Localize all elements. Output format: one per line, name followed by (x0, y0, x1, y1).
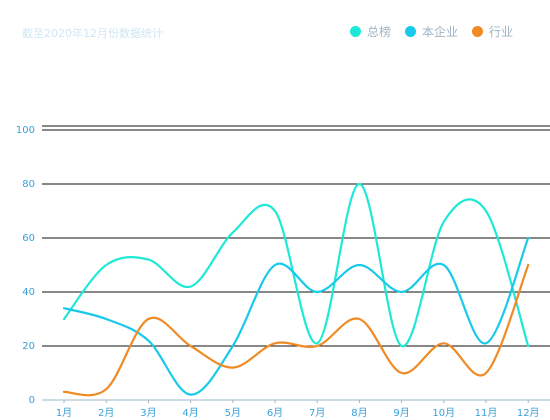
series-point[interactable] (272, 208, 278, 214)
series-line-1 (62, 236, 530, 396)
legend-dot-total-icon (350, 26, 361, 37)
chart-legend: 总榜 本企业 行业 (350, 23, 513, 40)
series-point[interactable] (188, 392, 194, 398)
series-point[interactable] (356, 316, 362, 322)
series-point[interactable] (145, 257, 151, 263)
series-point[interactable] (525, 262, 531, 268)
series-line-0 (62, 182, 530, 348)
legend-item-company[interactable]: 本企业 (405, 23, 458, 40)
legend-dot-company-icon (405, 26, 417, 37)
series-point[interactable] (230, 230, 236, 236)
x-tick-label: 12月 (517, 407, 540, 419)
x-tick-label: 6月 (267, 407, 283, 419)
series-point[interactable] (272, 262, 278, 268)
y-tick-label: 80 (22, 179, 35, 190)
legend-label-total: 总榜 (367, 25, 392, 39)
series-point[interactable] (399, 370, 405, 376)
legend-label-industry: 行业 (489, 25, 514, 39)
legend-label-company: 本企业 (422, 25, 459, 39)
y-tick-label: 20 (22, 341, 35, 352)
x-tick-label: 5月 (225, 407, 241, 419)
series-point[interactable] (230, 343, 236, 349)
series-point[interactable] (103, 386, 109, 392)
series-point[interactable] (230, 365, 236, 371)
x-tick-label: 1月 (56, 407, 72, 419)
series-point[interactable] (61, 316, 67, 322)
y-tick-label: 100 (16, 125, 35, 136)
series-point[interactable] (525, 343, 531, 349)
series-point[interactable] (525, 235, 531, 241)
series-point[interactable] (145, 338, 151, 344)
series-point[interactable] (272, 340, 278, 346)
series-point[interactable] (483, 208, 489, 214)
x-tick-label: 10月 (432, 407, 455, 419)
x-tick-label: 3月 (140, 407, 156, 419)
x-tick-label: 11月 (475, 407, 498, 419)
x-tick-label: 7月 (309, 407, 325, 419)
series-point[interactable] (188, 343, 194, 349)
series-point[interactable] (441, 262, 447, 268)
series-point[interactable] (441, 219, 447, 225)
series-point[interactable] (145, 316, 151, 322)
series-point[interactable] (188, 284, 194, 290)
series-point[interactable] (61, 389, 67, 395)
series-point[interactable] (399, 289, 405, 295)
series-point[interactable] (314, 289, 320, 295)
y-tick-label: 0 (29, 395, 35, 406)
legend-item-industry[interactable]: 行业 (472, 23, 513, 40)
y-tick-label: 60 (22, 233, 35, 244)
x-tick-label: 4月 (182, 407, 198, 419)
series-point[interactable] (356, 262, 362, 268)
series-point[interactable] (483, 340, 489, 346)
x-tick-label: 9月 (393, 407, 409, 419)
series-point[interactable] (483, 370, 489, 376)
x-tick-label: 8月 (351, 407, 367, 419)
data-note: 截至2020年12月份数据统计 (22, 27, 163, 40)
series-point[interactable] (61, 305, 67, 311)
legend-item-total[interactable]: 总榜 (350, 23, 391, 40)
series-point[interactable] (103, 316, 109, 322)
legend-dot-industry-icon (472, 26, 484, 37)
series-line-2 (62, 263, 530, 397)
y-tick-label: 40 (22, 287, 35, 298)
series-point[interactable] (356, 181, 362, 187)
series-point[interactable] (103, 262, 109, 268)
x-tick-label: 2月 (98, 407, 114, 419)
series-point[interactable] (399, 343, 405, 349)
series-point[interactable] (441, 340, 447, 346)
series-point[interactable] (314, 343, 320, 349)
